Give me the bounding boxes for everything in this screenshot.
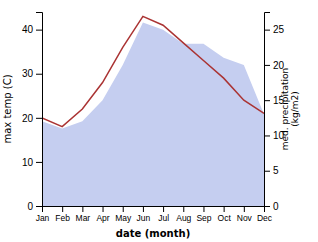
y2-axis-title: med. precipitation(kg/m2): [280, 68, 300, 150]
tick-mark: [264, 135, 270, 136]
chart: JanFebMarAprMayJunJulAugSepOctNovDec0102…: [0, 0, 318, 242]
tick: 5: [264, 165, 279, 176]
axis-line: [43, 207, 265, 213]
tick-label: 40: [22, 24, 34, 35]
tick: 0: [27, 201, 42, 212]
tick-mark: [123, 206, 124, 212]
tick-mark: [183, 206, 184, 212]
tick-mark: [62, 206, 63, 212]
tick: 20: [22, 113, 42, 124]
tick: 40: [22, 24, 42, 35]
x-axis: Jan Feb Mar Apr May Jun Jul Aug Sep Oct Nov Dec: [36, 206, 273, 223]
tick: Aug: [176, 206, 191, 223]
tick: Dec: [257, 206, 273, 223]
tick-label: Aug: [176, 213, 191, 223]
tick-label: Oct: [218, 213, 232, 223]
tick: 0: [264, 201, 279, 212]
tick-mark: [36, 74, 42, 75]
tick-mark: [264, 30, 270, 31]
tick: Oct: [218, 206, 232, 223]
tick-label: 10: [22, 157, 34, 168]
tick: Feb: [55, 206, 70, 223]
tick-mark: [36, 206, 42, 207]
tick-mark: [224, 206, 225, 212]
tick-mark: [163, 206, 164, 212]
tick-label: Sep: [196, 213, 211, 223]
tick-mark: [36, 118, 42, 119]
tick-label: 0: [273, 201, 279, 212]
tick-label: 20: [22, 113, 34, 124]
y2-axis-title-line: (kg/m2): [290, 91, 300, 126]
tick-mark: [264, 206, 270, 207]
tick: Nov: [237, 206, 253, 223]
tick: Mar: [76, 206, 91, 223]
plot: JanFebMarAprMayJunJulAugSepOctNovDec0102…: [22, 13, 285, 224]
tick: May: [115, 206, 132, 223]
tick-label: 5: [273, 165, 279, 176]
tick-mark: [203, 206, 204, 212]
marks: [42, 16, 264, 206]
tick-mark: [264, 171, 270, 172]
tick-mark: [36, 30, 42, 31]
tick-label: 25: [273, 24, 285, 35]
tick-mark: [143, 206, 144, 212]
tick-label: Mar: [76, 213, 91, 223]
tick: Apr: [96, 206, 109, 223]
tick-label: Apr: [96, 213, 109, 223]
tick: 30: [22, 68, 42, 79]
tick-label: Feb: [55, 213, 70, 223]
tick: Jul: [158, 206, 169, 223]
tick-label: Nov: [237, 213, 253, 223]
tick: Jun: [137, 206, 151, 223]
tick-label: 0: [27, 201, 33, 212]
tick: Sep: [196, 206, 211, 223]
tick-mark: [36, 162, 42, 163]
tick-label: Jun: [137, 213, 151, 223]
tick-mark: [264, 65, 270, 66]
x-axis-title: date (month): [116, 228, 190, 239]
tick-mark: [82, 206, 83, 212]
tick: Jan: [36, 206, 50, 223]
y2-axis-title-line: med. precipitation: [280, 68, 290, 150]
tick: 10: [22, 157, 42, 168]
tick-label: Jul: [158, 213, 169, 223]
tick-label: May: [115, 213, 132, 223]
tick-label: 30: [22, 68, 34, 79]
tick-label: Jan: [36, 213, 50, 223]
tick: 25: [264, 24, 285, 35]
axis-line: [265, 13, 271, 207]
y-axis: 0 10 20 30 40: [22, 13, 43, 212]
tick-mark: [264, 100, 270, 101]
tick-mark: [244, 206, 245, 212]
tick-mark: [103, 206, 104, 212]
axis-line: [36, 13, 43, 207]
temp-line: [42, 16, 264, 126]
tick-label: Dec: [257, 213, 273, 223]
y-axis-title: max temp (C): [2, 74, 13, 143]
